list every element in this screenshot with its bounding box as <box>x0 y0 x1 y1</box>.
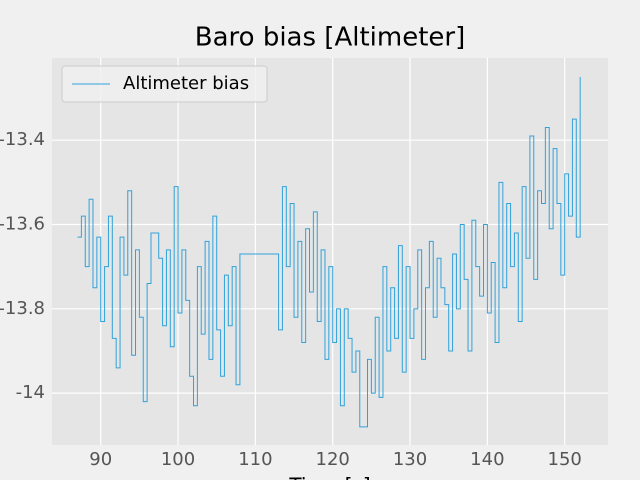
legend-label: Altimeter bias <box>123 73 249 94</box>
plot-area <box>52 58 608 445</box>
y-tick-label: -13.8 <box>0 298 45 319</box>
y-tick-label: -13.4 <box>0 129 45 150</box>
legend-box <box>61 65 268 103</box>
x-tick-label: 130 <box>393 449 427 470</box>
x-tick-label: 140 <box>470 449 504 470</box>
x-tick-label: 110 <box>238 449 272 470</box>
y-tick-label: -14 <box>16 382 45 403</box>
y-tick-label: -13.6 <box>0 214 45 235</box>
x-axis-label: Time [s] <box>288 474 370 480</box>
x-tick-label: 120 <box>316 449 350 470</box>
data-line <box>77 76 581 428</box>
x-tick-label: 90 <box>89 449 112 470</box>
chart-title: Baro bias [Altimeter] <box>195 23 465 53</box>
x-tick-label: 100 <box>161 449 195 470</box>
x-tick-label: 150 <box>548 449 582 470</box>
